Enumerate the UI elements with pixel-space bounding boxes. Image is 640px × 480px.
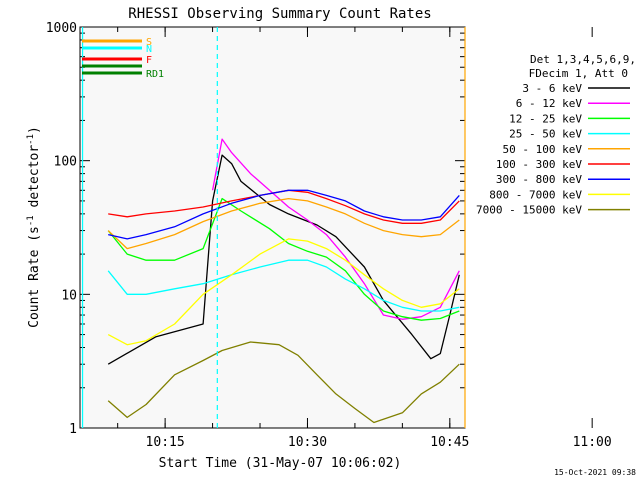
state-bar-label: RD1 <box>146 69 164 80</box>
x-tick-label: 10:15 <box>146 435 185 450</box>
series-line <box>107 259 460 312</box>
legend-label: 12 - 25 keV <box>509 112 582 125</box>
y-label-part: ) <box>27 126 42 134</box>
series-line <box>107 238 460 346</box>
legend-header: Det 1,3,4,5,6,9, <box>530 53 636 66</box>
y-label-superscript: -1 <box>26 134 36 145</box>
legend-label: 6 - 12 keV <box>516 97 583 110</box>
series-line <box>211 138 460 320</box>
x-tick-label: 11:00 <box>573 435 612 450</box>
series-line <box>107 341 460 424</box>
state-bar-label: F <box>146 55 152 66</box>
vertical-marker-lines <box>81 27 466 428</box>
x-tick-label: 10:30 <box>288 435 327 450</box>
legend: Det 1,3,4,5,6,9, FDecim 1, Att 0 3 - 6 k… <box>476 53 636 217</box>
y-label-part: Count Rate (s <box>27 226 42 328</box>
state-bar-label: N <box>146 44 152 55</box>
legend-label: 100 - 300 keV <box>496 158 582 171</box>
y-axis-label: Count Rate (s-1 detector-1) <box>26 126 42 328</box>
y-tick-label: 1 <box>69 422 77 437</box>
x-tick-label: 10:45 <box>430 435 469 450</box>
legend-header: FDecim 1, Att 0 <box>529 67 628 80</box>
legend-entries: 3 - 6 keV 6 - 12 keV 12 - 25 keV 25 - 50 ke… <box>476 82 630 217</box>
y-label-superscript: -1 <box>26 215 36 226</box>
timestamp: 15-Oct-2021 09:38 <box>554 468 636 477</box>
axes: 110100100010:1510:3010:4511:0011:1511:30… <box>46 21 612 450</box>
series-line <box>108 189 460 240</box>
state-bar-label: S <box>146 37 152 48</box>
y-tick-label: 1000 <box>46 21 77 36</box>
x-axis-label: Start Time (31-May-07 10:06:02) <box>159 456 402 471</box>
y-tick-label: 10 <box>61 288 77 303</box>
series-line <box>107 197 460 250</box>
legend-label: 800 - 7000 keV <box>489 188 582 201</box>
series-line <box>107 154 460 365</box>
legend-label: 7000 - 15000 keV <box>476 204 582 217</box>
series-line <box>108 189 460 224</box>
chart-title: RHESSI Observing Summary Count Rates <box>128 6 431 22</box>
legend-label: 300 - 800 keV <box>496 173 582 186</box>
y-label-part: detector <box>27 145 42 216</box>
y-tick-label: 100 <box>54 155 77 170</box>
legend-label: 25 - 50 keV <box>509 128 582 141</box>
legend-label: 3 - 6 keV <box>522 82 582 95</box>
plot-area <box>80 27 465 428</box>
legend-label: 50 - 100 keV <box>503 143 583 156</box>
series-line <box>107 197 460 321</box>
state-bars: NFS RD1 <box>82 37 164 80</box>
series-layer <box>107 138 460 424</box>
